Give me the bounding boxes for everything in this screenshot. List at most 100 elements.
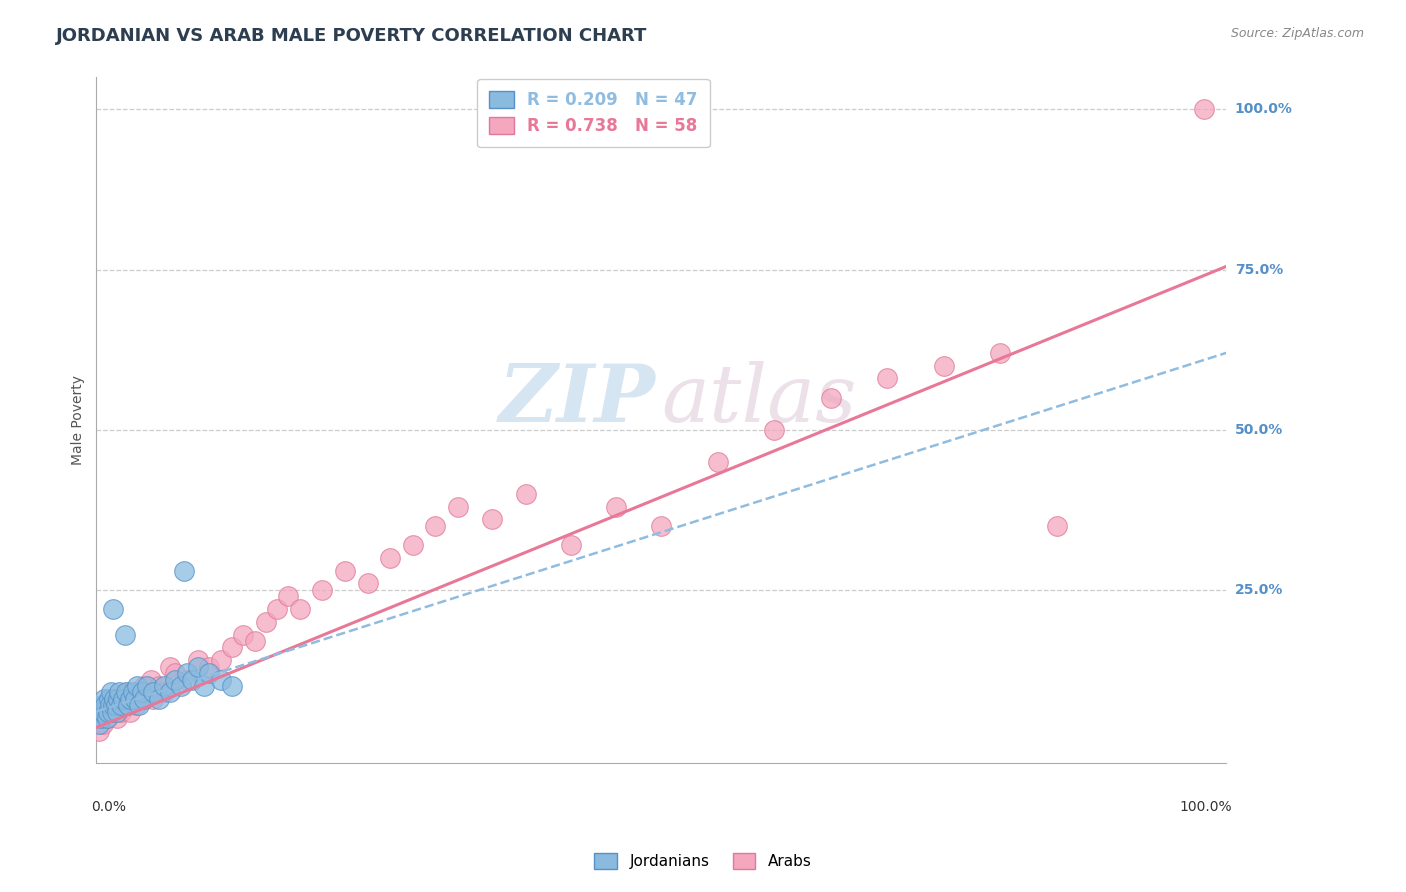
Legend: Jordanians, Arabs: Jordanians, Arabs [588,847,818,875]
Text: 25.0%: 25.0% [1234,582,1284,597]
Point [243,634,266,648]
Point [114,698,136,713]
Text: 0.0%: 0.0% [91,800,125,814]
Point [148,691,170,706]
Point [820,391,842,405]
Point [311,582,333,597]
Point [447,500,470,514]
Point [112,691,135,706]
Point [104,698,127,713]
Point [93,691,115,706]
Point [173,564,195,578]
Point [932,359,955,373]
Text: 75.0%: 75.0% [1234,262,1282,277]
Point [112,691,135,706]
Point [181,673,204,687]
Point [125,698,148,713]
Point [101,705,124,719]
Point [90,711,112,725]
Point [103,691,125,706]
Point [108,685,131,699]
Point [98,698,121,713]
Point [209,653,232,667]
Point [90,711,112,725]
Point [288,602,311,616]
Point [131,685,153,699]
Point [402,538,425,552]
Point [124,691,146,706]
Point [103,691,125,706]
Point [87,723,110,738]
Point [103,698,125,713]
Point [170,679,193,693]
Point [105,711,128,725]
Point [198,659,221,673]
Point [266,602,288,616]
Point [94,705,117,719]
Point [91,717,114,731]
Point [131,691,153,706]
Point [101,705,124,719]
Point [105,705,128,719]
Point [98,698,121,713]
Point [117,698,139,713]
Point [96,711,118,725]
Point [103,602,125,616]
Point [187,659,209,673]
Point [159,659,181,673]
Point [100,685,122,699]
Point [707,455,730,469]
Point [110,705,132,719]
Text: 50.0%: 50.0% [1234,423,1282,437]
Point [1192,103,1215,117]
Point [136,679,159,693]
Text: atlas: atlas [661,360,856,438]
Point [121,685,143,699]
Point [87,717,110,731]
Point [277,589,299,603]
Point [198,666,221,681]
Point [356,576,378,591]
Point [148,679,170,693]
Point [425,518,447,533]
Point [876,371,898,385]
Point [128,685,150,699]
Point [121,691,143,706]
Point [254,615,277,629]
Point [97,711,120,725]
Legend: R = 0.209   N = 47, R = 0.738   N = 58: R = 0.209 N = 47, R = 0.738 N = 58 [478,78,710,147]
Point [89,705,111,719]
Point [125,679,148,693]
Point [128,698,150,713]
Point [120,705,142,719]
Text: ZIP: ZIP [499,360,655,438]
Point [132,679,155,693]
Point [165,666,187,681]
Point [1046,518,1069,533]
Point [114,685,136,699]
Point [605,500,627,514]
Point [515,487,537,501]
Point [142,685,165,699]
Point [209,673,232,687]
Y-axis label: Male Poverty: Male Poverty [72,376,86,465]
Point [481,512,503,526]
Point [333,564,356,578]
Point [97,691,120,706]
Point [132,691,155,706]
Point [176,673,198,687]
Text: JORDANIAN VS ARAB MALE POVERTY CORRELATION CHART: JORDANIAN VS ARAB MALE POVERTY CORRELATI… [56,27,648,45]
Point [187,653,209,667]
Point [91,698,114,713]
Point [107,691,129,706]
Point [117,685,139,699]
Text: Source: ZipAtlas.com: Source: ZipAtlas.com [1230,27,1364,40]
Point [165,673,187,687]
Point [650,518,672,533]
Point [153,679,176,693]
Point [114,628,136,642]
Point [120,691,142,706]
Point [139,673,162,687]
Point [221,679,243,693]
Point [91,705,114,719]
